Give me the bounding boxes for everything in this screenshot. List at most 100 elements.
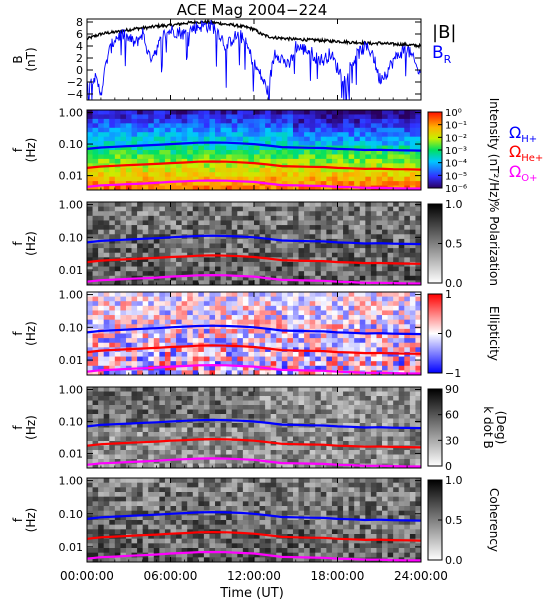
spectrogram-cell xyxy=(376,319,383,325)
spectrogram-cell xyxy=(87,154,93,160)
spectrogram-cell xyxy=(220,215,227,221)
spectrogram-cell xyxy=(387,333,394,339)
spectrogram-cell xyxy=(370,136,377,142)
spectrogram-cell xyxy=(170,524,177,530)
spectrogram-cell xyxy=(203,202,210,208)
spectrogram-cell xyxy=(137,234,144,240)
spectrogram-cell xyxy=(237,356,244,362)
spectrogram-cell xyxy=(304,396,311,401)
spectrogram-cell xyxy=(415,271,422,277)
spectrogram-cell xyxy=(120,206,127,212)
spectrogram-cell xyxy=(270,271,277,277)
spectrogram-cell xyxy=(192,351,199,357)
spectrogram-cell xyxy=(265,436,272,442)
spectrogram-cell xyxy=(359,118,366,124)
spectrogram-cell xyxy=(176,229,183,235)
spectrogram-cell xyxy=(203,181,210,186)
spectrogram-cell xyxy=(331,432,338,437)
spectrogram-cell xyxy=(287,333,294,339)
spectrogram-cell xyxy=(203,328,210,334)
spectrogram-cell xyxy=(254,110,260,115)
spectrogram-cell xyxy=(404,176,411,182)
spectrogram-cell xyxy=(326,432,333,437)
spectrogram-cell xyxy=(153,296,160,302)
spectrogram-cell xyxy=(365,176,372,182)
spectrogram-cell xyxy=(376,333,383,339)
spectrogram-cell xyxy=(215,414,221,419)
spectrogram-cell xyxy=(331,252,338,258)
spectrogram-cell xyxy=(409,342,416,348)
spectrogram-cell xyxy=(209,145,216,151)
spectrogram-cell xyxy=(131,427,138,433)
spectrogram-cell xyxy=(226,409,233,415)
spectrogram-cell xyxy=(103,482,110,488)
spectrogram-cell xyxy=(181,543,188,549)
spectrogram-cell xyxy=(187,333,194,339)
omega-he-line xyxy=(86,344,422,355)
spectrogram-cell xyxy=(226,215,233,221)
spectrogram-cell xyxy=(415,215,422,221)
spectrogram-cell xyxy=(109,487,116,493)
spectrogram-cell xyxy=(87,441,93,446)
spectrogram-cell xyxy=(337,418,344,424)
spectrogram-cell xyxy=(259,351,266,357)
spectrogram-cell xyxy=(348,454,355,460)
spectrogram-cell xyxy=(181,534,188,540)
spectrogram-cell xyxy=(320,459,327,464)
spectrogram-cell xyxy=(242,361,249,367)
spectrogram-cell xyxy=(298,114,305,120)
spectrogram-cell xyxy=(298,400,305,406)
spectrogram-cell xyxy=(176,524,183,530)
spectrogram-cell xyxy=(137,248,144,254)
spectrogram-cell xyxy=(287,215,294,221)
spectrogram-cell xyxy=(292,296,299,302)
spectrogram-cell xyxy=(382,238,388,244)
spectrogram-cell xyxy=(348,123,355,129)
spectrogram-cell xyxy=(254,409,260,415)
spectrogram-cell xyxy=(304,315,311,321)
spectrogram-cell xyxy=(276,202,283,208)
spectrogram-cell xyxy=(248,315,255,321)
spectrogram-cell xyxy=(343,319,350,325)
spectrogram-cell xyxy=(343,154,350,160)
spectrogram-cell xyxy=(248,225,255,231)
spectrogram-cell xyxy=(176,347,183,353)
spectrogram-cell xyxy=(387,172,394,178)
spectrogram-cell xyxy=(181,482,188,488)
spectrogram-cell xyxy=(142,315,149,321)
spectrogram-cell xyxy=(109,154,116,160)
spectrogram-cell xyxy=(176,333,183,339)
spectrogram-cell xyxy=(159,478,166,484)
spectrogram-cell xyxy=(276,220,283,226)
spectrogram-cell xyxy=(170,496,177,502)
spectrogram-cell xyxy=(365,141,372,146)
spectrogram-cell xyxy=(203,319,210,325)
spectrogram-cell xyxy=(137,387,144,392)
spectrogram-cell xyxy=(343,271,350,277)
spectrogram-cell xyxy=(142,409,149,415)
spectrogram-cell xyxy=(159,391,166,397)
spectrogram-cell xyxy=(114,172,121,178)
spectrogram-cell xyxy=(415,229,422,235)
spectrogram-cell xyxy=(365,248,372,254)
spectrogram-cell xyxy=(137,463,144,469)
spectrogram-cell xyxy=(87,305,93,311)
spectrogram-cell xyxy=(265,243,272,249)
spectrogram-cell xyxy=(248,409,255,415)
spectrogram-cell xyxy=(343,324,350,330)
spectrogram-cell xyxy=(192,243,199,249)
spectrogram-cell xyxy=(292,114,299,120)
spectrogram-cell xyxy=(142,387,149,392)
spectrogram-cell xyxy=(292,271,299,277)
spectrogram-cell xyxy=(398,454,405,460)
spectrogram-cell xyxy=(304,271,311,277)
y-axis-label-line2: (nT) xyxy=(24,47,38,71)
spectrogram-cell xyxy=(98,506,105,512)
spectrogram-cell xyxy=(142,211,149,217)
spectrogram-cell xyxy=(281,243,288,249)
spectrogram-cell xyxy=(109,515,116,521)
spectrogram-cell xyxy=(109,132,116,138)
spectrogram-cell xyxy=(209,243,216,249)
spectrogram-cell xyxy=(387,271,394,277)
spectrogram-cell xyxy=(281,114,288,120)
